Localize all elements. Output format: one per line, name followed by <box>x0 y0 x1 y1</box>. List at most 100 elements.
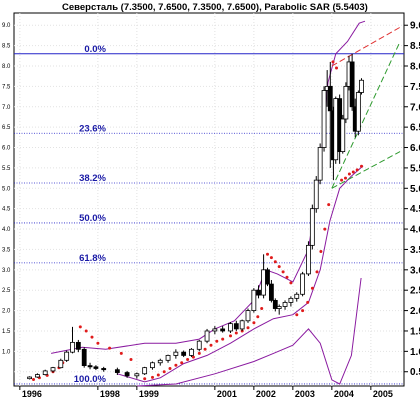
y-tick-label: 3.5 <box>410 245 420 256</box>
candle-body <box>157 359 163 364</box>
y-tick-label: 5.0 <box>410 184 420 195</box>
sar-dot <box>319 250 323 253</box>
candle-body <box>189 348 194 356</box>
sar-dot <box>347 172 351 176</box>
sar-dot <box>143 377 147 381</box>
y-tick-label-left: 8.5 <box>2 44 11 50</box>
candle-body <box>313 179 319 210</box>
y-tick-label-left: 5.0 <box>2 186 11 192</box>
y-tick-label-left: 4.5 <box>2 207 11 213</box>
sar-dot <box>197 351 201 355</box>
candle-body <box>327 85 333 112</box>
sar-dot <box>252 321 256 325</box>
y-tick-label: 8.5 <box>410 41 420 52</box>
sar-dot <box>162 370 166 374</box>
candle-body <box>220 328 226 332</box>
sar-dot <box>240 329 244 333</box>
y-tick-label: 3.0 <box>410 265 420 276</box>
x-tick-label: 2003 <box>295 389 315 399</box>
y-tick-label: 1.0 <box>410 347 420 358</box>
y-tick-label: 2.0 <box>410 306 420 317</box>
x-tick-label: 1999 <box>139 389 159 399</box>
y-tick-label: 6.5 <box>410 123 420 134</box>
y-tick-label-left: 5.5 <box>2 166 11 172</box>
candle-body <box>294 293 300 299</box>
sar-dot <box>191 355 195 359</box>
chart-title: Северсталь (7.3500, 7.6500, 7.3500, 7.65… <box>62 2 368 13</box>
candle-body <box>93 366 99 369</box>
sar-dot <box>360 164 363 168</box>
sar-dot <box>234 331 238 335</box>
x-tick-label: 2005 <box>373 389 393 399</box>
candle-body <box>35 374 40 378</box>
sar-dot <box>310 286 314 290</box>
y-tick-label-left: 2.0 <box>2 309 11 315</box>
candle-body <box>101 368 107 371</box>
y-tick-label: 6.0 <box>410 143 420 154</box>
fib-label: 50.0% <box>79 213 106 224</box>
candle-body <box>150 362 155 369</box>
sar-dot <box>355 168 359 172</box>
candle-body <box>340 118 346 153</box>
fib-label: 61.8% <box>79 253 106 264</box>
sar-dot <box>327 203 331 207</box>
y-tick-label-left: 7.0 <box>2 105 11 111</box>
y-tick-label: 4.0 <box>410 225 420 236</box>
y-tick-label: 2.5 <box>410 286 420 297</box>
candle-body <box>300 273 306 295</box>
candle-body <box>173 351 179 356</box>
sar-dot <box>260 307 264 310</box>
red-trend-line <box>331 26 401 67</box>
sar-dot <box>32 378 35 381</box>
fib-label: 100.0% <box>74 374 107 385</box>
sar-dot <box>331 60 335 64</box>
sar-dot <box>351 170 355 174</box>
candle-body <box>261 269 267 296</box>
candle-body <box>165 355 171 361</box>
fib-label: 23.6% <box>79 123 106 134</box>
x-tick-label: 1996 <box>22 389 42 399</box>
candle-body <box>64 351 70 361</box>
y-tick-label-left: 2.5 <box>2 288 11 294</box>
candle-body <box>233 323 239 330</box>
sar-dot <box>203 347 207 351</box>
sar-dot <box>180 361 184 365</box>
candle-body <box>196 340 202 350</box>
y-tick-label-left: 1.0 <box>2 349 11 355</box>
sar-dot <box>277 265 281 269</box>
y-tick-label: 0.5 <box>410 367 420 378</box>
fib-label: 0.0% <box>84 44 106 55</box>
sar-dot <box>129 358 133 361</box>
sar-dot <box>301 309 305 313</box>
green-trend-line-lower <box>331 151 401 189</box>
candle-body <box>212 328 218 332</box>
y-tick-label: 9.0 <box>410 21 420 32</box>
candle-body <box>333 98 339 161</box>
sar-dot <box>344 176 347 180</box>
sar-dot <box>119 351 123 355</box>
trend-lines <box>331 26 401 189</box>
y-tick-label-left: 6.5 <box>2 125 11 131</box>
fib-label: 38.2% <box>79 173 106 184</box>
sar-dot <box>340 178 344 182</box>
candle-body <box>317 147 323 181</box>
y-tick-label: 5.5 <box>410 163 420 174</box>
candle-body <box>343 85 349 120</box>
candle-body <box>265 269 270 285</box>
y-tick-label: 4.5 <box>410 204 420 215</box>
candle-body <box>50 367 56 372</box>
y-tick-label-left: 7.5 <box>2 84 11 90</box>
candle-body <box>359 79 364 93</box>
candle-body <box>42 370 48 375</box>
lower-band-line <box>117 165 364 383</box>
x-tick-label: 2004 <box>334 389 354 399</box>
y-tick-label: 7.0 <box>410 102 420 113</box>
candle-body <box>87 365 93 368</box>
sar-dot <box>90 335 94 339</box>
candle-body <box>204 330 210 342</box>
plot-background <box>13 12 405 387</box>
candle-body <box>306 244 311 275</box>
sar-dot <box>229 334 232 338</box>
candle-body <box>75 341 81 350</box>
sar-dot <box>186 358 190 361</box>
